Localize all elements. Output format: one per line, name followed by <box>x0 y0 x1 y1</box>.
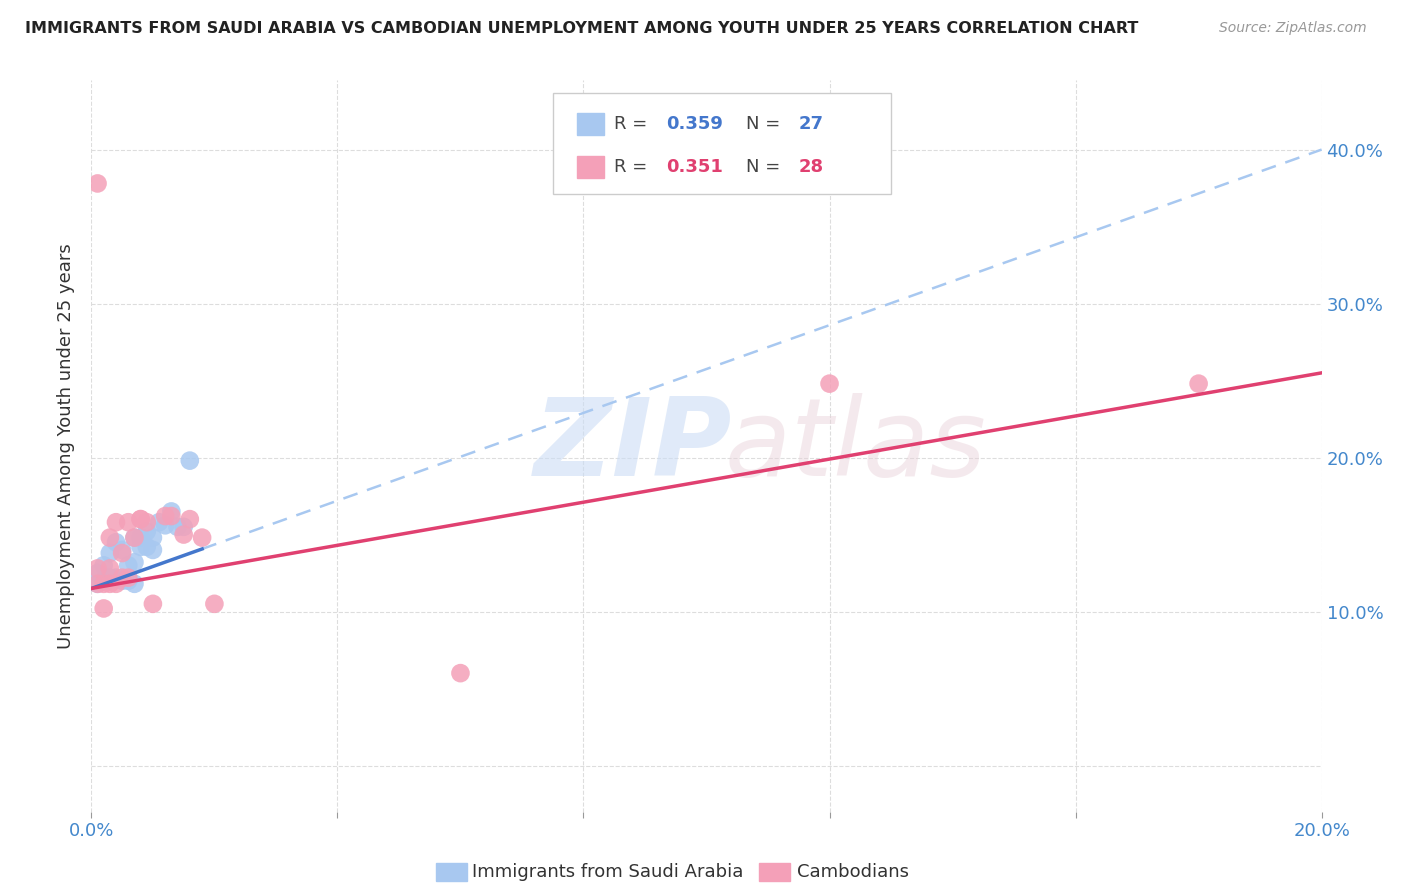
Point <box>111 571 134 585</box>
Point <box>98 546 121 560</box>
Y-axis label: Unemployment Among Youth under 25 years: Unemployment Among Youth under 25 years <box>58 244 76 648</box>
Text: 0.359: 0.359 <box>666 115 723 133</box>
Point <box>117 558 139 573</box>
Text: Source: ZipAtlas.com: Source: ZipAtlas.com <box>1219 21 1367 36</box>
Point <box>86 561 108 575</box>
Point <box>117 574 139 588</box>
Point <box>142 597 165 611</box>
Point <box>117 515 139 529</box>
Point <box>135 524 157 539</box>
Point <box>818 376 841 391</box>
Point <box>173 520 195 534</box>
Text: 27: 27 <box>799 115 824 133</box>
Point <box>93 601 115 615</box>
Point <box>166 520 188 534</box>
Point <box>160 509 183 524</box>
FancyBboxPatch shape <box>553 93 891 194</box>
Bar <box>578 156 605 178</box>
Text: IMMIGRANTS FROM SAUDI ARABIA VS CAMBODIAN UNEMPLOYMENT AMONG YOUTH UNDER 25 YEAR: IMMIGRANTS FROM SAUDI ARABIA VS CAMBODIA… <box>25 21 1139 37</box>
Point <box>93 558 115 573</box>
Point <box>142 531 165 545</box>
Point <box>179 512 201 526</box>
Point <box>449 666 471 681</box>
Text: Immigrants from Saudi Arabia: Immigrants from Saudi Arabia <box>472 863 744 881</box>
Point <box>86 566 108 580</box>
Point <box>111 574 134 588</box>
Point <box>111 546 134 560</box>
Point <box>129 512 152 526</box>
Point <box>93 577 115 591</box>
Text: atlas: atlas <box>725 393 987 499</box>
Point <box>153 518 177 533</box>
Text: 28: 28 <box>799 159 824 177</box>
Point <box>105 571 127 585</box>
Point <box>1187 376 1209 391</box>
Text: R =: R = <box>614 115 654 133</box>
Point <box>124 531 146 545</box>
Point <box>135 515 157 529</box>
Point <box>105 515 127 529</box>
Point <box>191 531 214 545</box>
Point <box>153 509 177 524</box>
Text: Cambodians: Cambodians <box>797 863 910 881</box>
Text: R =: R = <box>614 159 654 177</box>
Point <box>98 561 121 575</box>
Point <box>129 540 152 554</box>
Point <box>86 577 108 591</box>
Point <box>86 177 108 191</box>
Point <box>105 535 127 549</box>
Point <box>111 543 134 558</box>
Point <box>98 531 121 545</box>
Point <box>93 574 115 588</box>
Text: ZIP: ZIP <box>534 393 733 499</box>
Point <box>98 571 121 585</box>
Text: N =: N = <box>745 159 786 177</box>
Point <box>105 577 127 591</box>
Point <box>148 515 170 529</box>
Point <box>124 577 146 591</box>
Point <box>173 527 195 541</box>
Point <box>98 577 121 591</box>
Point <box>86 577 108 591</box>
Point <box>129 531 152 545</box>
Point <box>135 540 157 554</box>
Text: 0.351: 0.351 <box>666 159 723 177</box>
Point <box>117 571 139 585</box>
Point <box>202 597 225 611</box>
Point <box>124 531 146 545</box>
Point <box>129 512 152 526</box>
Point <box>124 555 146 569</box>
Point <box>142 543 165 558</box>
Text: N =: N = <box>745 115 786 133</box>
Point <box>160 504 183 518</box>
Point <box>179 453 201 467</box>
Bar <box>578 113 605 136</box>
